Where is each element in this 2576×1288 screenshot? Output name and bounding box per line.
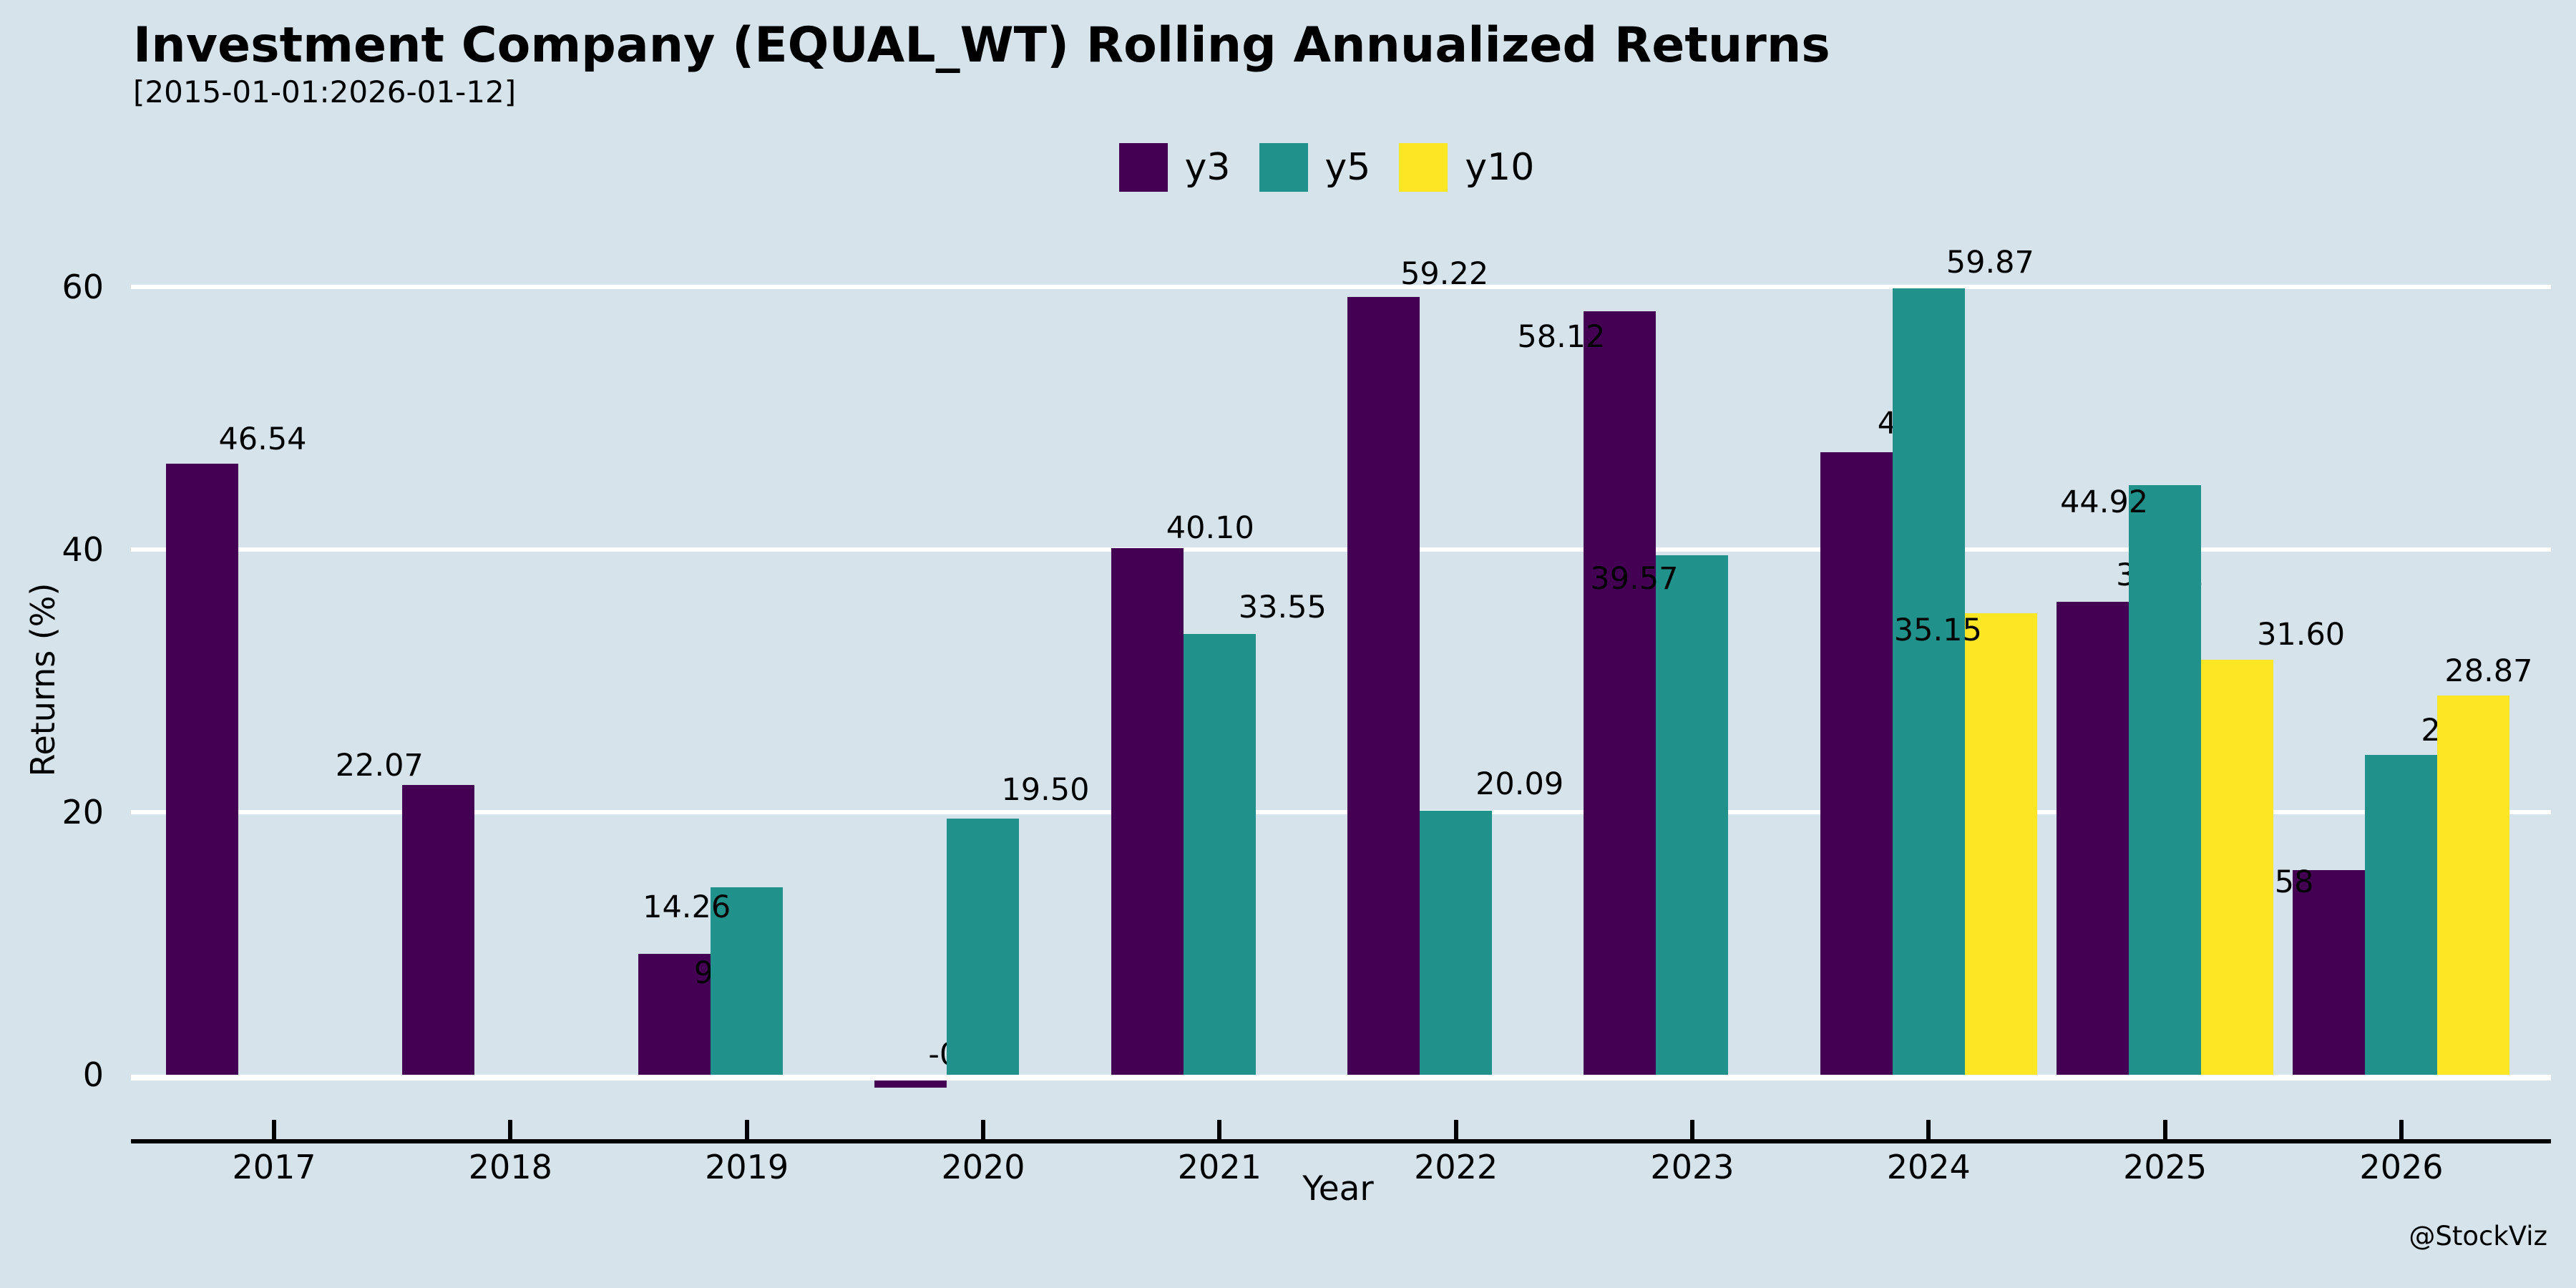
x-axis-line [131,1139,2551,1143]
bar-value-label: 58.12 [1517,319,1606,356]
bar-y3-2019 [638,953,711,1075]
bar-value-label: 28.87 [2444,653,2533,690]
y-tick-label-40: 40 [62,530,104,569]
chart-subtitle: [2015-01-01:2026-01-12] [133,74,517,109]
x-tick-label-2023: 2023 [1650,1148,1735,1186]
bar-y3-2022 [1347,297,1420,1075]
legend: y3 y5 y10 [131,142,2551,193]
bar-value-label: 59.22 [1400,256,1489,293]
gridline-y20 [131,810,2551,814]
y-axis-title: Returns (%) [24,582,62,777]
x-tick-label-2020: 2020 [941,1148,1025,1186]
bar-y5-2021 [1183,634,1256,1075]
x-tick-label-2019: 2019 [705,1148,789,1186]
bar-y3-2025 [2057,602,2129,1075]
gridline-y0 [131,1075,2551,1080]
x-tick-label-2017: 2017 [232,1148,316,1186]
x-tick-mark-2019 [744,1120,749,1139]
legend-label-y10: y10 [1465,146,1535,189]
bar-y5-2026 [2365,755,2438,1075]
bar-value-label: 40.10 [1166,510,1254,547]
bar-value-label: 39.57 [1590,560,1679,597]
bar-value-label: 46.54 [218,421,307,457]
x-tick-label-2024: 2024 [1886,1148,1971,1186]
bar-value-label: 59.87 [1946,245,2034,281]
bar-value-label: 35.15 [1893,612,1982,648]
x-tick-mark-2017 [272,1120,276,1139]
y-tick-label-0: 0 [82,1055,104,1094]
bar-y10-2024 [1964,613,2037,1075]
bar-value-label: 33.55 [1238,590,1327,626]
x-tick-mark-2020 [980,1120,985,1139]
bar-y3-2018 [401,785,474,1075]
bar-value-label: 20.09 [1475,766,1564,803]
bar-y3-2020 [874,1080,947,1088]
legend-item-y10: y10 [1399,143,1563,192]
bar-y5-2020 [947,819,1020,1075]
gridline-y60 [131,285,2551,289]
chart-title: Investment Company (EQUAL_WT) Rolling An… [133,17,1830,74]
bar-value-label: 14.26 [643,889,731,926]
bar-y3-2026 [2293,870,2366,1075]
x-tick-mark-2026 [2399,1120,2404,1139]
legend-key-y5 [1259,143,1308,192]
bar-y5-2019 [711,887,784,1075]
bar-y5-2023 [1656,555,1729,1075]
x-tick-mark-2023 [1689,1120,1694,1139]
y-tick-label-20: 20 [62,793,104,831]
x-tick-label-2025: 2025 [2123,1148,2207,1186]
legend-label-y3: y3 [1184,146,1231,189]
legend-item-y5: y5 [1259,143,1400,192]
x-tick-mark-2021 [1217,1120,1222,1139]
legend-key-y10 [1399,143,1448,192]
bar-value-label: 19.50 [1001,772,1090,809]
bar-y3-2017 [165,463,238,1075]
x-tick-label-2018: 2018 [468,1148,552,1186]
bar-y10-2025 [2201,660,2274,1075]
x-tick-label-2021: 2021 [1177,1148,1262,1186]
gridline-y40 [131,547,2551,552]
x-tick-mark-2025 [2162,1120,2167,1139]
bar-y5-2025 [2129,484,2202,1075]
bar-value-label: 44.92 [2060,484,2149,520]
x-axis-title: Year [1302,1169,1374,1209]
bar-value-label: 22.07 [335,748,424,784]
x-tick-mark-2022 [1453,1120,1458,1139]
legend-key-y3 [1118,143,1168,192]
watermark: @StockViz [2409,1221,2547,1252]
bar-y10-2026 [2437,696,2510,1075]
bar-y3-2024 [1820,452,1893,1075]
bar-y5-2022 [1420,811,1493,1075]
bar-value-label: 31.60 [2257,617,2346,653]
x-tick-label-2026: 2026 [2359,1148,2444,1186]
x-tick-mark-2018 [508,1120,513,1139]
legend-item-y3: y3 [1118,143,1259,192]
bar-y3-2021 [1111,548,1184,1075]
y-tick-label-60: 60 [62,268,104,306]
x-tick-mark-2024 [1926,1120,1931,1139]
bar-y3-2023 [1584,311,1657,1075]
x-tick-label-2022: 2022 [1414,1148,1498,1186]
bar-y5-2024 [1892,288,1965,1075]
legend-label-y5: y5 [1324,146,1371,189]
